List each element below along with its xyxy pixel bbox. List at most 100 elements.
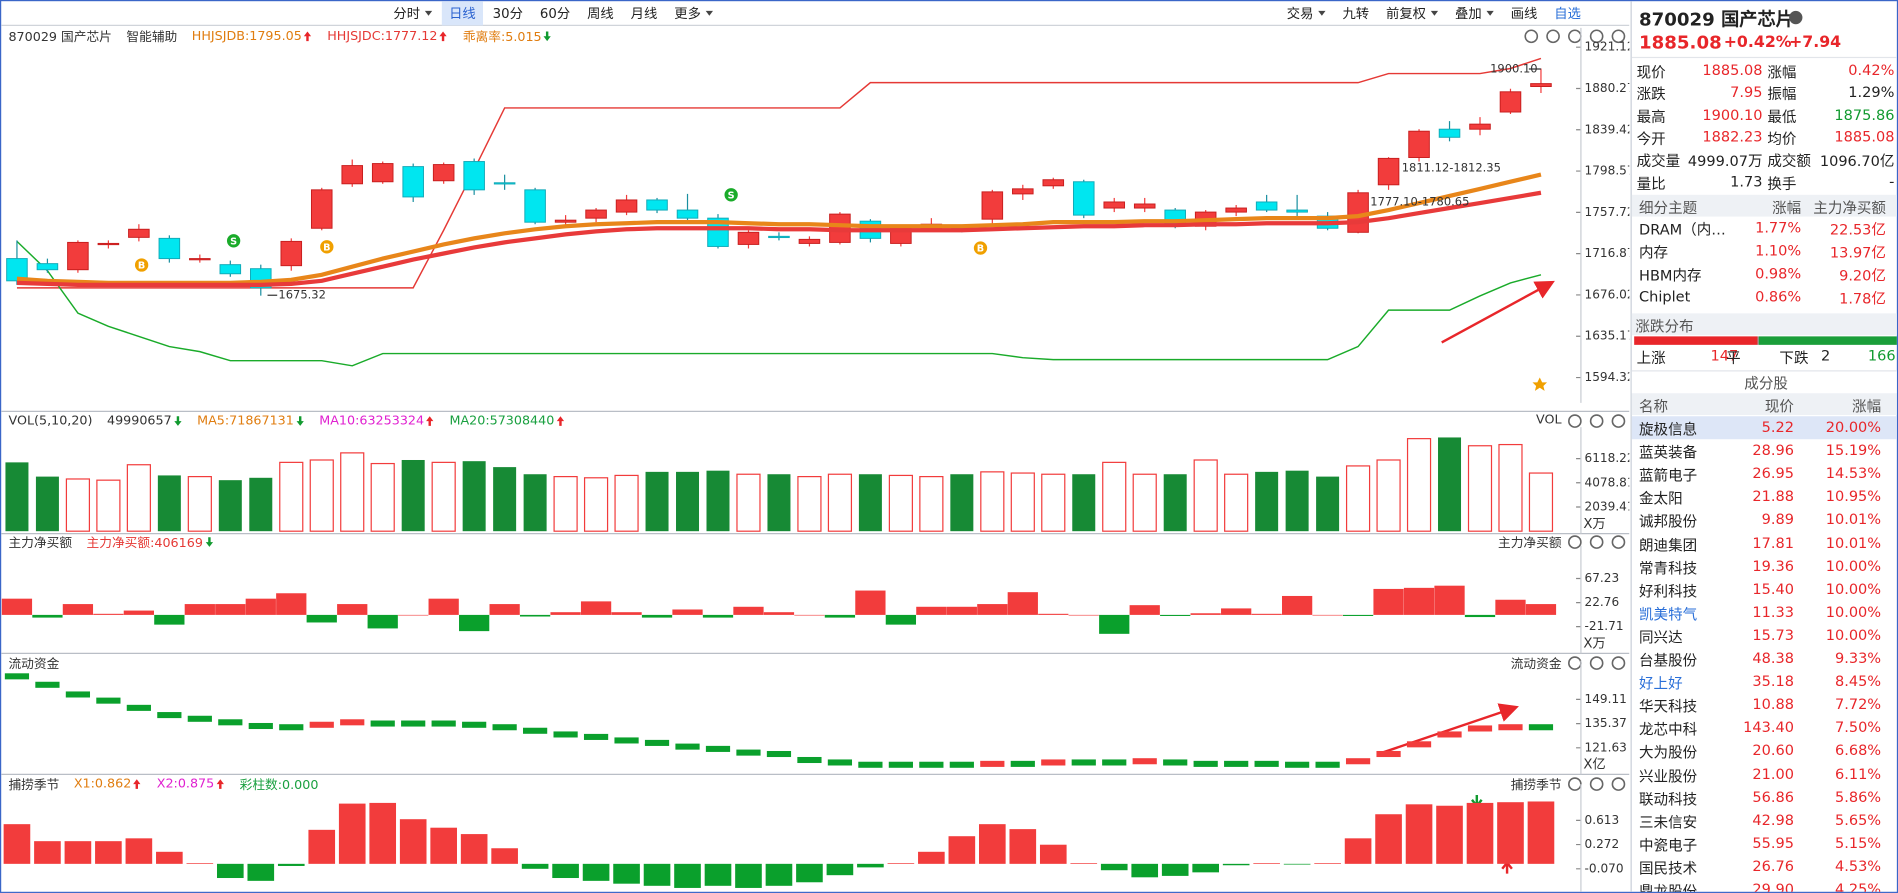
constituent-cell[interactable]: 台基股份 [1639, 652, 1698, 670]
y-tick-label: 22.76 [1585, 595, 1620, 609]
constituent-cell[interactable]: 凯美特气 [1639, 605, 1698, 623]
constituent-cell[interactable]: 龙芯中科 [1639, 721, 1698, 739]
bar [276, 593, 307, 615]
panel-icon [1589, 414, 1604, 428]
period-tab[interactable]: 分时 [386, 1, 439, 25]
bar [1131, 863, 1159, 878]
bar [1161, 863, 1189, 876]
dropdown-caret [705, 10, 713, 16]
constituent-cell[interactable]: 金太阳 [1639, 490, 1683, 508]
flow-dash [705, 745, 731, 752]
constituent-cell[interactable]: 常青科技 [1639, 559, 1698, 577]
constituent-cell[interactable]: 同兴达 [1639, 629, 1683, 647]
quote-label: 涨幅 [1767, 64, 1797, 82]
theme-cell[interactable]: HBM内存 [1639, 267, 1702, 285]
flow-dash [187, 715, 212, 722]
bar [1010, 472, 1035, 532]
constituent-cell: 7.72% [1834, 695, 1882, 713]
period-tab[interactable]: 30分 [492, 6, 523, 22]
bar [306, 614, 337, 623]
star-icon [1532, 377, 1548, 391]
period-tab[interactable]: 月线 [630, 6, 658, 22]
signal-label: B [138, 261, 145, 272]
legend-entry: MA10:63253324 [319, 414, 435, 428]
bar [215, 604, 246, 615]
bar [1009, 829, 1037, 864]
bar [309, 459, 334, 532]
bar [491, 848, 518, 864]
constituent-cell[interactable]: 华天科技 [1639, 698, 1698, 716]
toolbar-button[interactable]: 九转 [1342, 6, 1370, 22]
panel-icon [1611, 29, 1626, 44]
section-header [1631, 313, 1897, 336]
panel-icon [1568, 535, 1582, 549]
signal-badge [724, 188, 738, 202]
y-tick-label: 1839.42 [1585, 122, 1630, 136]
flow-dash [4, 673, 30, 680]
period-tab[interactable]: 60分 [539, 6, 571, 22]
toolbar-button[interactable]: 叠加 [1448, 1, 1501, 25]
bar [676, 471, 700, 532]
legend-entry: X1:0.862 [74, 777, 142, 791]
period-tab[interactable]: 周线 [587, 6, 614, 22]
bar [489, 604, 520, 615]
bar [674, 863, 701, 888]
theme-cell[interactable]: DRAM（内… [1639, 221, 1726, 239]
candle-body [798, 238, 821, 244]
theme-cell[interactable]: 内存 [1639, 244, 1669, 262]
bar [398, 614, 429, 616]
assist-toggle[interactable]: 智能辅助 [126, 29, 178, 45]
constituent-cell[interactable]: 中瓷电子 [1639, 837, 1698, 855]
constituent-cell[interactable]: 好利科技 [1639, 582, 1698, 600]
flow-dash [1528, 724, 1554, 731]
period-tab[interactable]: 日线 [441, 1, 483, 26]
panel-icon [1611, 414, 1626, 428]
candle-body [1530, 83, 1552, 87]
theme-header: 细分主题 [1639, 199, 1698, 217]
flow-dash [279, 724, 304, 731]
bar [493, 467, 517, 532]
constituent-cell[interactable]: 国民技术 [1639, 860, 1698, 878]
period-tab[interactable]: 更多 [667, 1, 720, 25]
bar [401, 459, 425, 532]
theme-cell[interactable]: Chiplet [1639, 287, 1691, 305]
constituent-cell[interactable]: 蓝箭电子 [1639, 467, 1698, 485]
distribution-text: 2 [1821, 347, 1831, 365]
constituent-cell[interactable]: 好上好 [1639, 675, 1683, 693]
quote-label: 最高 [1636, 108, 1666, 126]
constituent-cell[interactable]: 诚邦股份 [1639, 513, 1698, 531]
flow-dash [1041, 759, 1066, 766]
bar [186, 863, 214, 864]
down-bar [1758, 336, 1897, 345]
toolbar-button[interactable]: 前复权 [1379, 1, 1446, 25]
toolbar-button[interactable]: 自选 [1554, 6, 1581, 22]
toolbar-button[interactable]: 交易 [1279, 1, 1332, 25]
constituent-cell[interactable]: 大为股份 [1639, 744, 1698, 762]
bar [826, 863, 854, 876]
constituent-cell[interactable]: 兴业股份 [1639, 767, 1698, 785]
panel-side-title: 主力净买额 [1497, 536, 1562, 551]
bar [32, 614, 63, 618]
constituent-cell[interactable]: 鼎龙股份 [1639, 883, 1698, 893]
constituent-cell: 10.00% [1825, 603, 1882, 621]
flow-dash [766, 750, 792, 758]
constituent-cell[interactable]: 三未信安 [1639, 813, 1698, 831]
constituent-cell[interactable]: 朗迪集团 [1639, 536, 1698, 554]
candle-body [768, 235, 790, 239]
constituent-cell[interactable]: 旋极信息 [1639, 421, 1698, 439]
constituent-cell: 10.01% [1825, 511, 1882, 529]
flow-dash [919, 761, 944, 768]
quote-value: - [1889, 172, 1895, 190]
bar [367, 614, 398, 629]
constituent-cell: 56.86 [1752, 788, 1794, 806]
bar [277, 863, 305, 866]
toolbar-button[interactable]: 画线 [1510, 6, 1538, 22]
constituent-cell: 5.65% [1834, 811, 1882, 829]
flow-dash [553, 731, 578, 738]
panel-icon [1589, 29, 1604, 44]
bar [521, 863, 549, 869]
constituent-cell[interactable]: 蓝英装备 [1639, 444, 1698, 462]
constituent-cell[interactable]: 联动科技 [1639, 790, 1698, 808]
bar [797, 476, 822, 532]
y-tick-label: 135.37 [1585, 716, 1627, 730]
